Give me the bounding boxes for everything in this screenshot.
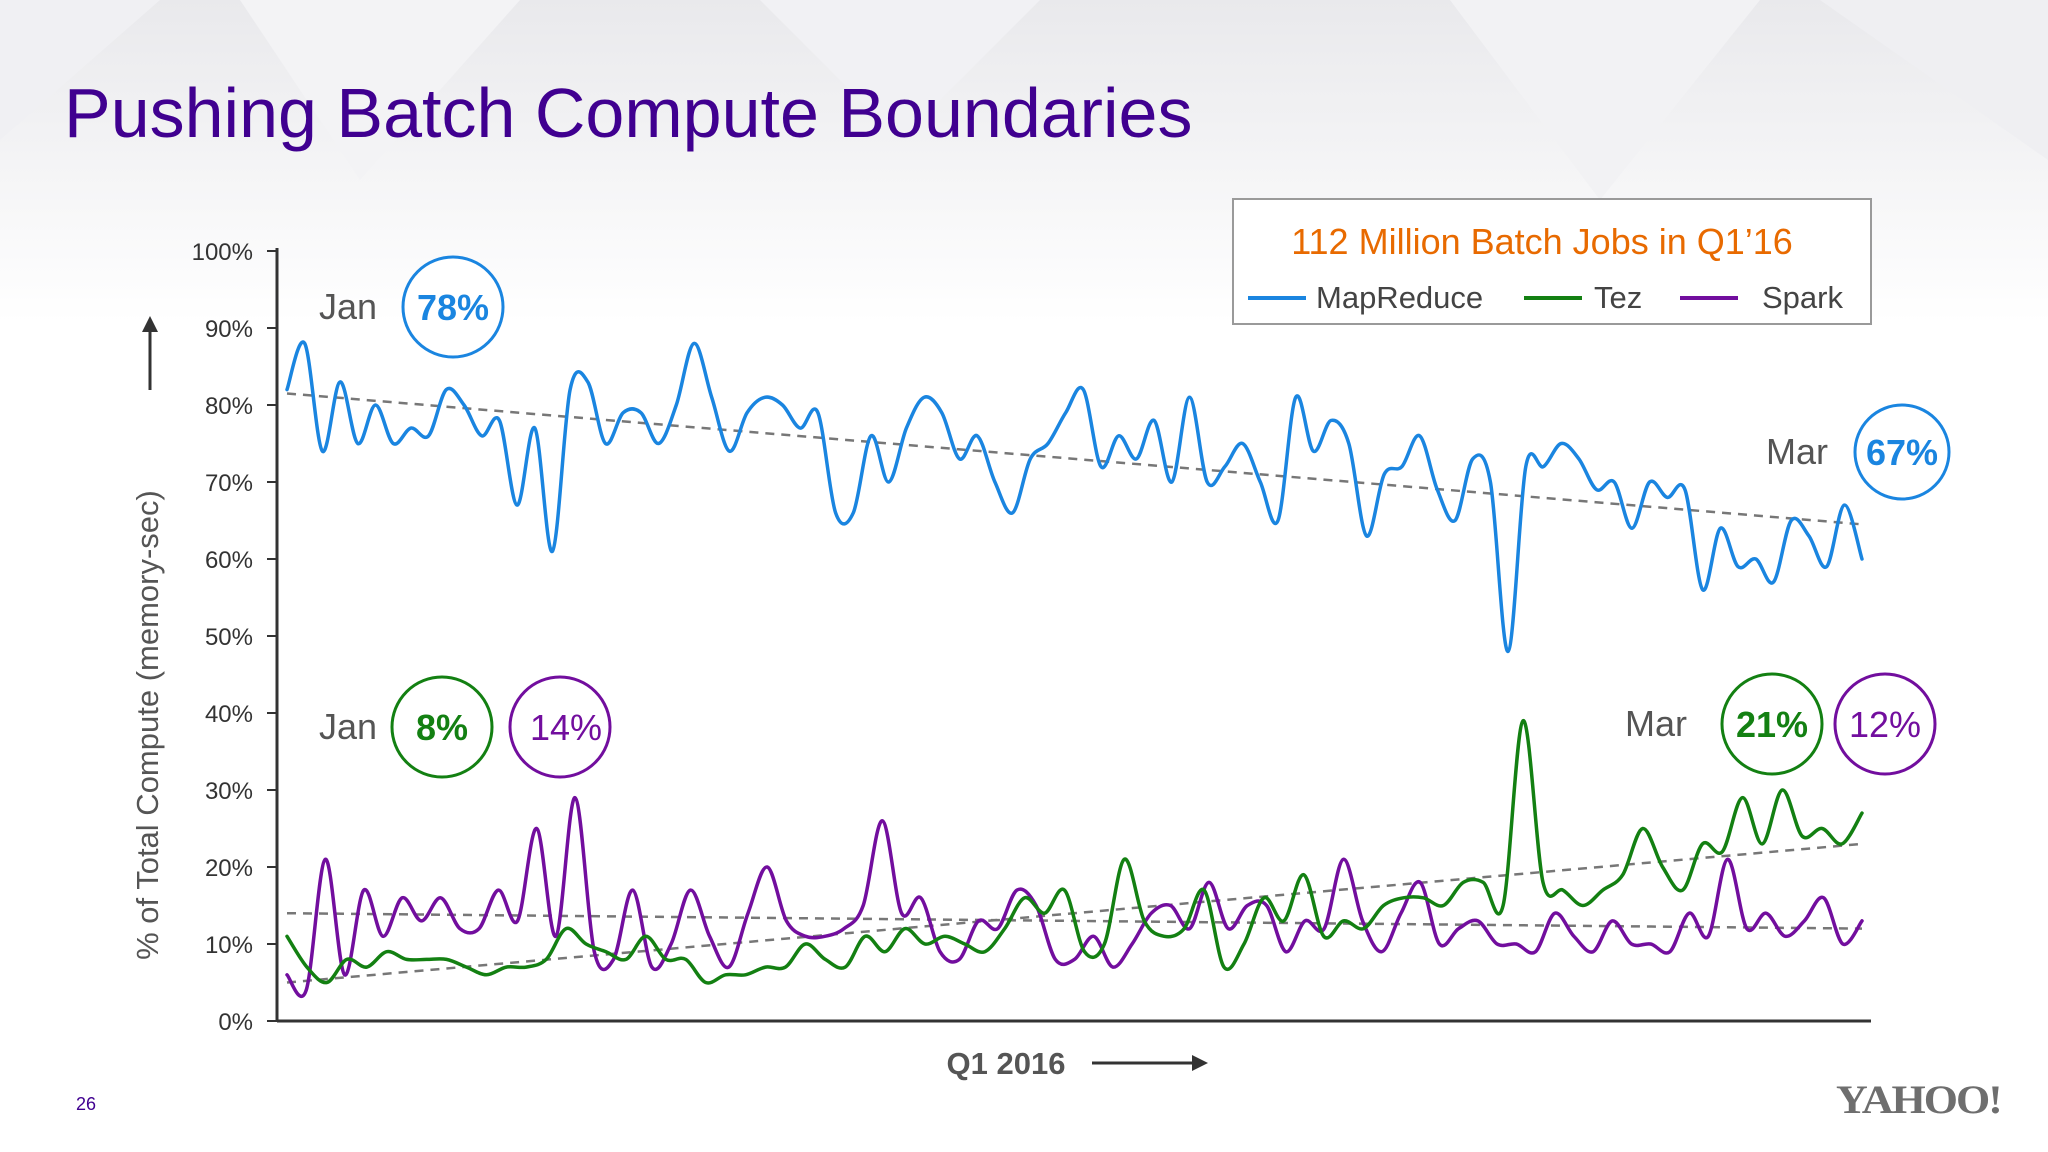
y-tick-label: 60% (205, 547, 253, 574)
series-line-mapreduce (285, 340, 1864, 654)
y-tick-label: 70% (205, 470, 253, 497)
legend-title: 112 Million Batch Jobs in Q1’16 (1291, 221, 1793, 262)
annotation-label: Mar (1625, 703, 1687, 744)
annotation-value: 21% (1736, 704, 1808, 745)
y-tick-label: 40% (205, 701, 253, 728)
legend-label-mapreduce: MapReduce (1316, 280, 1483, 315)
y-axis-arrow (142, 316, 158, 390)
y-tick-label: 30% (205, 778, 253, 805)
yahoo-logo: YAHOO! (1836, 1077, 2003, 1123)
y-tick-label: 100% (192, 239, 253, 266)
x-axis-title: Q1 2016 (947, 1046, 1066, 1081)
annotation-value: 78% (417, 287, 489, 328)
page-number: 26 (76, 1094, 97, 1114)
slide-title: Pushing Batch Compute Boundaries (64, 74, 1193, 152)
legend-box (1232, 198, 1872, 325)
annotation-value: 67% (1866, 432, 1938, 473)
legend: 112 Million Batch Jobs in Q1’16 MapReduc… (1232, 198, 1872, 325)
annotation-value: 12% (1849, 704, 1921, 745)
y-tick-label: 90% (205, 316, 253, 343)
annotation-circle (1853, 403, 1951, 501)
annotation-jan-mapreduce: Jan 78% (319, 255, 505, 359)
axes (275, 248, 1871, 1023)
x-axis-arrow (1092, 1055, 1208, 1071)
legend-label-spark: Spark (1762, 280, 1843, 315)
annotation-jan-spark: 14% (508, 675, 612, 779)
annotation-label: Jan (319, 706, 377, 747)
annotation-circle (390, 675, 494, 779)
data-series (285, 340, 1864, 999)
legend-label-tez: Tez (1594, 280, 1642, 315)
annotation-mar-spark: 12% (1833, 672, 1937, 776)
annotation-mar-mapreduce: Mar 67% (1766, 403, 1951, 501)
annotation-value: 8% (416, 707, 468, 748)
y-tick-label: 50% (205, 624, 253, 651)
trendline-mapreduce (286, 392, 1863, 526)
annotation-circle (1833, 672, 1937, 776)
annotation-value: 14% (530, 707, 602, 748)
y-tick-label: 20% (205, 855, 253, 882)
annotation-circle (1720, 672, 1824, 776)
y-tick-label: 80% (205, 393, 253, 420)
annotation-mar-tez: Mar 21% (1625, 672, 1824, 776)
series-line-tez (285, 718, 1864, 985)
y-tick-label: 10% (205, 932, 253, 959)
y-tick-label: 0% (218, 1009, 253, 1036)
annotation-circle (508, 675, 612, 779)
annotation-label: Jan (319, 286, 377, 327)
y-axis-title: % of Total Compute (memory-sec) (130, 490, 165, 960)
y-axis-ticks: 0% 10% 20% 30% 40% 50% 60% 70% 80% 90% 100% (192, 239, 277, 1036)
annotation-circle (401, 255, 505, 359)
series-line-spark (285, 795, 1864, 999)
annotation-jan-tez: Jan 8% (319, 675, 494, 779)
annotation-label: Mar (1766, 431, 1828, 472)
